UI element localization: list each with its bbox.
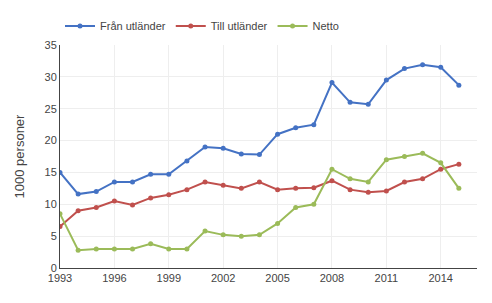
svg-text:1996: 1996 bbox=[102, 272, 126, 284]
svg-text:0: 0 bbox=[51, 262, 57, 274]
svg-text:35: 35 bbox=[45, 39, 57, 51]
svg-text:20: 20 bbox=[45, 134, 57, 146]
svg-text:2011: 2011 bbox=[375, 272, 399, 284]
svg-text:2005: 2005 bbox=[265, 272, 289, 284]
svg-text:Netto: Netto bbox=[313, 20, 339, 32]
svg-text:15: 15 bbox=[45, 166, 57, 178]
svg-text:5: 5 bbox=[51, 230, 57, 242]
svg-text:Till utländer: Till utländer bbox=[211, 20, 268, 32]
svg-text:25: 25 bbox=[45, 103, 57, 115]
svg-text:10: 10 bbox=[45, 198, 57, 210]
svg-text:2014: 2014 bbox=[428, 272, 452, 284]
svg-text:Från utländer: Från utländer bbox=[100, 20, 166, 32]
svg-text:1993: 1993 bbox=[48, 272, 72, 284]
svg-text:1999: 1999 bbox=[157, 272, 181, 284]
svg-text:1000 personer: 1000 personer bbox=[12, 114, 27, 199]
svg-text:30: 30 bbox=[45, 71, 57, 83]
svg-text:2008: 2008 bbox=[320, 272, 344, 284]
svg-text:2002: 2002 bbox=[211, 272, 235, 284]
